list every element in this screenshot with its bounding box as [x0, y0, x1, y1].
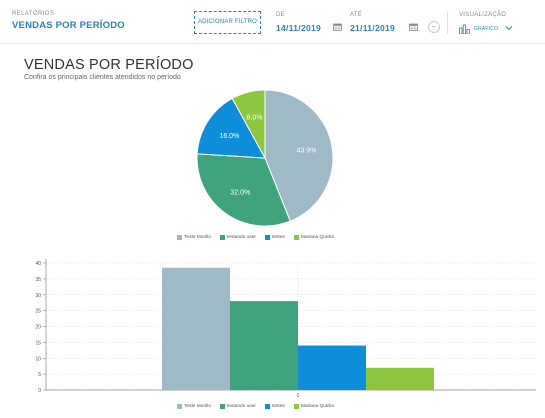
to-date-input[interactable]: 21/11/2019: [350, 23, 396, 33]
y-tick-label: 5: [38, 372, 41, 378]
x-tick-label: 0: [297, 393, 300, 399]
bar-chart-icon[interactable]: [459, 24, 470, 34]
report-subtitle: Confira os principais clientes atendidos…: [24, 74, 181, 81]
legend-swatch: [293, 404, 299, 409]
legend-swatch: [177, 404, 182, 409]
legend-swatch: [219, 235, 225, 240]
pie-slice-teste-murillo[interactable]: [264, 89, 334, 222]
add-filter-button[interactable]: ADICIONAR FILTRO: [194, 11, 261, 34]
breadcrumb[interactable]: RELATÓRIOS: [12, 11, 55, 17]
view-mode-label: VISUALIZAÇÃO: [459, 12, 507, 18]
pie-slice-label: 8.0%: [247, 115, 263, 122]
legend-item-testando-user[interactable]: testando user: [219, 235, 257, 240]
y-tick-label: 15: [35, 340, 41, 346]
view-mode-select[interactable]: GRÁFICO: [474, 26, 499, 32]
bar-testando-user[interactable]: [230, 301, 298, 390]
y-tick-label: 10: [35, 356, 41, 362]
y-tick-label: 35: [35, 277, 41, 283]
report-header: RELATÓRIOS VENDAS POR PERÍODO ADICIONAR …: [0, 0, 545, 44]
bar-mariana-queba[interactable]: [366, 367, 434, 390]
pie-slice-testando-user[interactable]: [196, 153, 291, 227]
pie-slice-label: 16.0%: [219, 133, 239, 140]
legend-item-mariana-queba[interactable]: Mariana Queba: [293, 404, 334, 409]
legend-item-mariana-queba[interactable]: Mariana Queba: [293, 235, 334, 240]
legend-swatch: [177, 235, 182, 240]
y-tick-label: 0: [38, 388, 41, 394]
from-date-label: DE: [276, 12, 285, 18]
pie-chart: 43.9% 32.0% 16.0% 8.0%: [196, 89, 334, 227]
y-tick-label: 20: [35, 325, 41, 331]
report-title: VENDAS POR PERÍODO: [24, 57, 194, 73]
pie-slice-testes[interactable]: [196, 97, 266, 159]
bar-chart: 0 5 10 15 20 25 30 35 40 0: [35, 259, 536, 399]
apply-arrow-icon[interactable]: [428, 21, 440, 33]
legend-item-teste-murillo[interactable]: Teste Murillo: [177, 235, 211, 240]
legend-label: testes: [272, 235, 285, 240]
to-date-label: ATÉ: [350, 12, 363, 18]
legend-item-testando-user[interactable]: testando user: [219, 404, 257, 409]
legend-label: Teste Murillo: [184, 235, 211, 240]
y-tick-label: 25: [35, 309, 41, 315]
calendar-icon[interactable]: [409, 23, 418, 31]
chevron-down-icon[interactable]: [505, 25, 513, 31]
from-date-input[interactable]: 14/11/2019: [276, 23, 322, 33]
page-title: VENDAS POR PERÍODO: [12, 20, 125, 31]
calendar-icon[interactable]: [333, 23, 342, 31]
legend-label: Teste Murillo: [184, 404, 211, 409]
legend-item-teste-murillo[interactable]: Teste Murillo: [177, 404, 211, 409]
legend-item-testes[interactable]: testes: [265, 235, 285, 240]
pie-legend: Teste Murillo testando user testes Mariana …: [177, 235, 334, 240]
legend-swatch: [265, 235, 271, 240]
y-tick-label: 30: [35, 293, 41, 299]
legend-label: testando user: [226, 235, 257, 240]
legend-label: testes: [272, 404, 285, 409]
legend-label: Mariana Queba: [300, 235, 334, 240]
bar-testes[interactable]: [298, 345, 366, 390]
legend-label: Mariana Queba: [300, 404, 334, 409]
pie-slice-label: 43.9%: [296, 148, 316, 155]
divider: [447, 12, 448, 34]
legend-swatch: [293, 235, 299, 240]
bar-legend: Teste Murillo testando user testes Mariana …: [177, 404, 334, 409]
legend-item-testes[interactable]: testes: [265, 404, 285, 409]
pie-slice-mariana-queba[interactable]: [231, 89, 266, 159]
pie-slice-label: 32.0%: [230, 190, 250, 197]
bar-teste-murillo[interactable]: [162, 267, 230, 390]
legend-label: testando user: [226, 404, 257, 409]
legend-swatch: [219, 404, 225, 409]
y-tick-label: 40: [35, 261, 41, 267]
legend-swatch: [265, 404, 271, 409]
